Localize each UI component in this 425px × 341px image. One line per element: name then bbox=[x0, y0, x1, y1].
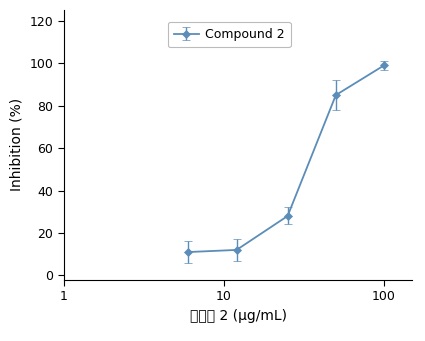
Y-axis label: Inhibition (%): Inhibition (%) bbox=[10, 98, 24, 192]
Legend: Compound 2: Compound 2 bbox=[167, 22, 291, 47]
X-axis label: 화합물 2 (μg/mL): 화합물 2 (μg/mL) bbox=[190, 309, 286, 323]
